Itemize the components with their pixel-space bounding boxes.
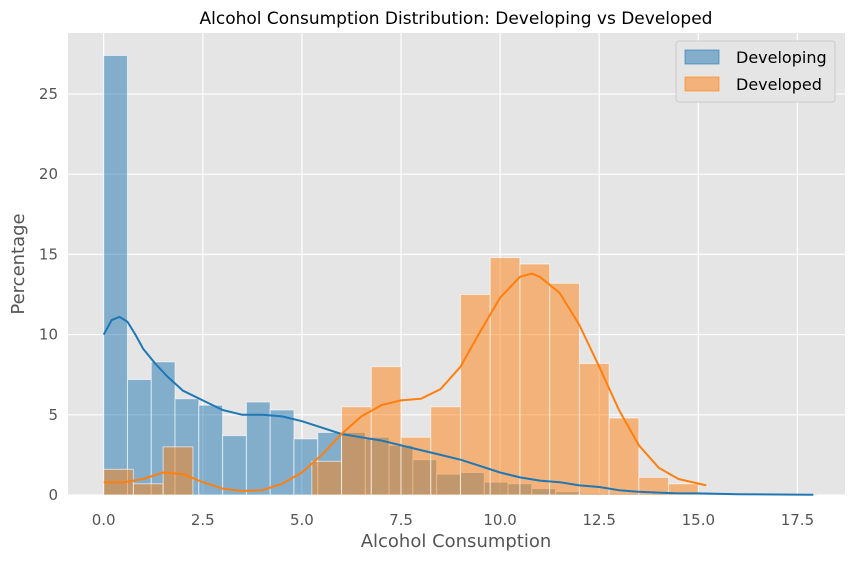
bar-developing bbox=[269, 409, 295, 496]
x-tick-label: 0.0 bbox=[92, 511, 116, 529]
bar-developing bbox=[103, 54, 128, 496]
bar-developed bbox=[430, 406, 461, 496]
bar-developed bbox=[489, 257, 521, 496]
x-tick-label: 7.5 bbox=[389, 511, 413, 529]
bar-developed bbox=[549, 282, 580, 496]
y-tick-label: 25 bbox=[39, 85, 58, 103]
bar-developed bbox=[519, 263, 551, 496]
legend-label-developing: Developing bbox=[736, 48, 827, 67]
legend: Developing Developed bbox=[675, 40, 836, 103]
kde-curves bbox=[102, 272, 814, 496]
x-tick-label: 17.5 bbox=[781, 511, 814, 529]
legend-label-developed: Developed bbox=[736, 75, 822, 94]
x-tick-label: 5.0 bbox=[290, 511, 314, 529]
chart-title: Alcohol Consumption Distribution: Develo… bbox=[200, 9, 713, 29]
bar-developed bbox=[578, 362, 610, 496]
bar-developed bbox=[608, 417, 640, 496]
legend-swatch-developing bbox=[684, 49, 720, 65]
y-tick-label: 10 bbox=[39, 326, 58, 344]
bar-developed bbox=[311, 460, 343, 496]
x-tick-label: 10.0 bbox=[483, 511, 516, 529]
bar-developed bbox=[162, 446, 194, 496]
kde-line-developing bbox=[102, 315, 814, 496]
x-axis-label: Alcohol Consumption bbox=[361, 531, 552, 552]
bar-developed bbox=[370, 366, 402, 496]
y-tick-label: 0 bbox=[48, 486, 58, 504]
x-tick-label: 2.5 bbox=[191, 511, 215, 529]
bar-developed bbox=[132, 483, 164, 496]
x-tick-label: 15.0 bbox=[682, 511, 715, 529]
legend-swatch-developed bbox=[684, 76, 720, 92]
y-tick-label: 15 bbox=[39, 245, 58, 263]
y-axis-label: Percentage bbox=[8, 213, 29, 314]
histogram-bars bbox=[103, 54, 818, 496]
y-axis-ticks: 0 5 10 15 20 25 bbox=[39, 85, 58, 504]
bar-developed bbox=[668, 483, 699, 496]
y-tick-label: 20 bbox=[39, 165, 58, 183]
bar-developed bbox=[341, 406, 372, 496]
y-tick-label: 5 bbox=[48, 406, 58, 424]
x-tick-label: 12.5 bbox=[583, 511, 616, 529]
bar-developing bbox=[222, 435, 247, 496]
kde-line-developed bbox=[103, 272, 707, 492]
x-axis-ticks: 0.0 2.5 5.0 7.5 10.0 12.5 15.0 17.5 bbox=[92, 511, 814, 529]
